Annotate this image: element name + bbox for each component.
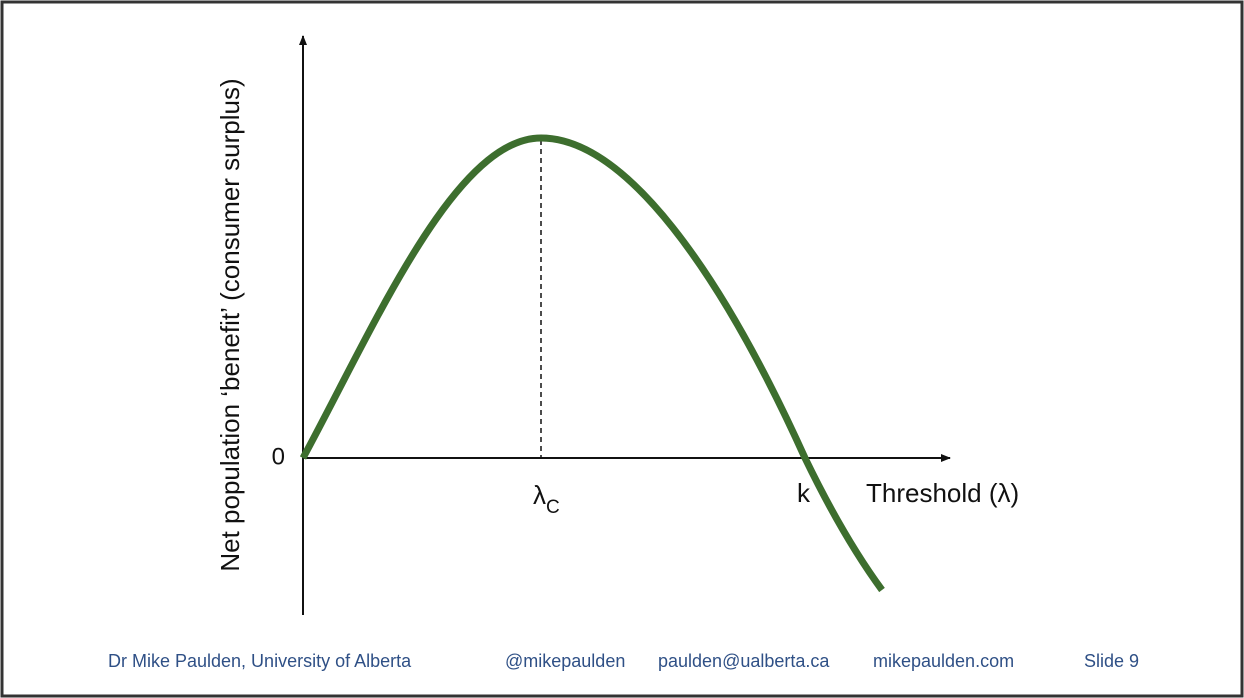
y-axis-label: Net population ‘benefit’ (consumer surpl…	[215, 78, 245, 571]
k-label: k	[797, 478, 811, 508]
lambda-subscript: C	[546, 497, 560, 518]
benefit-curve	[299, 134, 885, 593]
footer-email: paulden@ualberta.ca	[658, 651, 830, 671]
lambda-c-label: λC	[533, 480, 560, 518]
x-axis-label: Threshold (λ)	[866, 478, 1019, 508]
footer-website: mikepaulden.com	[873, 651, 1014, 671]
origin-label: 0	[272, 443, 285, 470]
footer-author: Dr Mike Paulden, University of Alberta	[108, 651, 412, 671]
lambda-symbol: λ	[533, 480, 546, 510]
footer-twitter: @mikepaulden	[505, 651, 625, 671]
footer-slide: Slide 9	[1084, 651, 1139, 671]
